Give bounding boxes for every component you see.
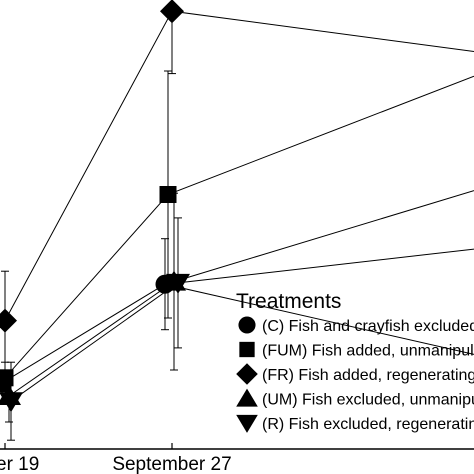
data-point-square [0, 369, 14, 387]
legend-label-1: (C) Fish and crayfish excluded [262, 318, 474, 335]
legend-label-3: (FR) Fish added, regenerating [262, 367, 474, 384]
data-point-triangle-down [166, 273, 190, 294]
series-3 [0, 0, 474, 371]
legend-marker-triangle-up [236, 388, 258, 407]
legend-label-4: (UM) Fish excluded, unmanipulated [262, 392, 474, 409]
axes: er 19 September 27 [0, 443, 474, 474]
data-point-diamond [160, 0, 184, 24]
legend: Treatments (C) Fish and crayfish exclude… [236, 290, 474, 433]
series-line-3 [4, 10, 474, 321]
data-point-diamond [0, 308, 17, 333]
legend-items: (C) Fish and crayfish excluded (FUM) Fish… [236, 316, 474, 433]
legend-label-2: (FUM) Fish added, unmanipulated [262, 343, 474, 360]
legend-marker-square [239, 341, 255, 358]
legend-marker-triangle-down [236, 414, 258, 433]
legend-title: Treatments [236, 290, 341, 313]
series-5 [0, 217, 474, 441]
x-tick-label-1: er 19 [0, 454, 39, 474]
legend-marker-circle [238, 316, 256, 334]
data-point-square [159, 186, 177, 203]
x-tick-label-2: September 27 [112, 454, 231, 474]
plot-area [0, 0, 474, 441]
data-point-triangle-down [0, 392, 23, 413]
legend-marker-diamond [236, 363, 258, 385]
legend-label-5: (R) Fish excluded, regenerating [262, 416, 474, 433]
